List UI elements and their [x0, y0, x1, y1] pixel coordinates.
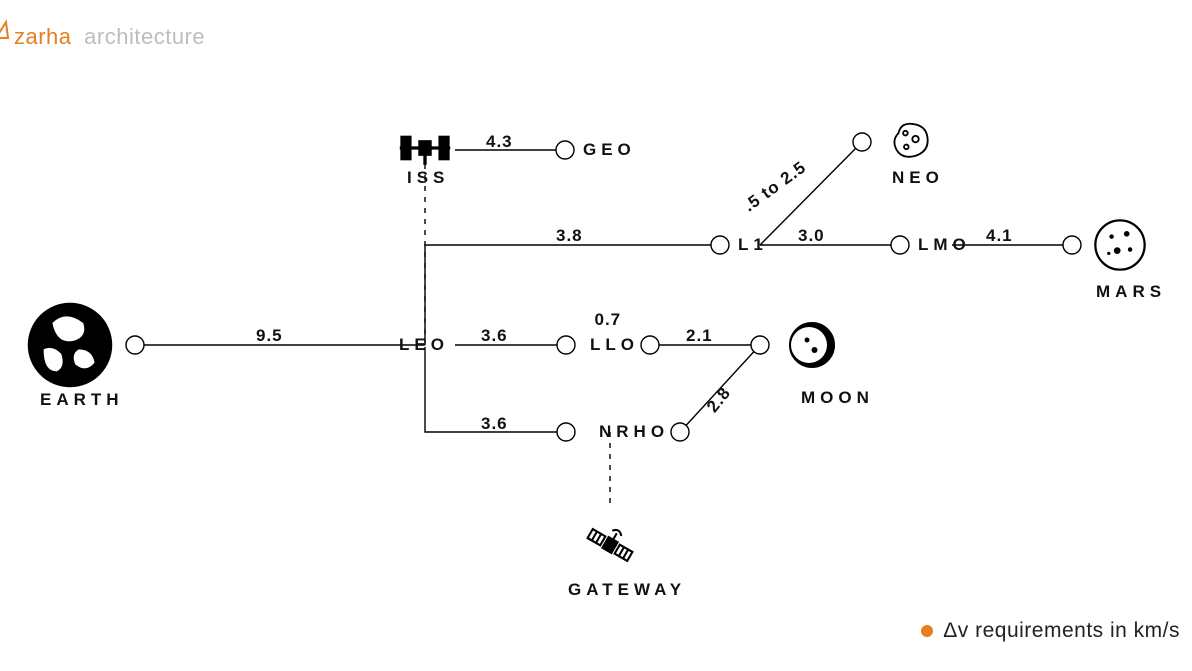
- edge-label-earth_port-leo: 9.5: [256, 326, 283, 346]
- edge-label-leo-nrho_in: 3.6: [481, 414, 508, 434]
- body-label-mars: MARS: [1096, 282, 1166, 302]
- satellite-icon: [584, 519, 636, 571]
- body-label-earth: EARTH: [40, 390, 124, 410]
- edge-label-l1-lmo: 3.0: [798, 226, 825, 246]
- asteroid-icon: [887, 117, 933, 163]
- node-label-leo: LEO: [399, 335, 449, 355]
- legend-dot-icon: [921, 625, 933, 637]
- edge-label-llo_out-moon_port: 2.1: [686, 326, 713, 346]
- body-label-neo: NEO: [892, 168, 944, 188]
- edge-label-lmo-mars_port: 4.1: [986, 226, 1013, 246]
- legend-text: Δv requirements in km/s: [943, 619, 1180, 643]
- earth-icon: [26, 301, 114, 389]
- edge-label-leo-l1: 3.8: [556, 226, 583, 246]
- node-label-llo_out: LLO: [590, 335, 639, 355]
- node-label-lmo: LMO: [918, 235, 971, 255]
- body-label-gateway: GATEWAY: [568, 580, 686, 600]
- node-label-nrho_out: NRHO: [599, 422, 669, 442]
- legend: Δv requirements in km/s: [921, 619, 1180, 643]
- moon-icon: [787, 320, 837, 370]
- edge-label-leo-llo_in: 3.6: [481, 326, 508, 346]
- mars-icon: [1092, 217, 1148, 273]
- iss-icon: [397, 120, 453, 176]
- node-label-l1: L1: [738, 235, 768, 255]
- body-label-llo_top: 0.7: [595, 310, 622, 330]
- node-label-geo: GEO: [583, 140, 636, 160]
- edge-label-iss_anchor-geo: 4.3: [486, 132, 513, 152]
- body-label-moon: MOON: [801, 388, 874, 408]
